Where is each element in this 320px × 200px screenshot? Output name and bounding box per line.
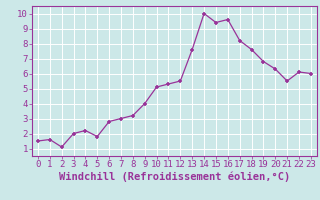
X-axis label: Windchill (Refroidissement éolien,°C): Windchill (Refroidissement éolien,°C) [59,172,290,182]
